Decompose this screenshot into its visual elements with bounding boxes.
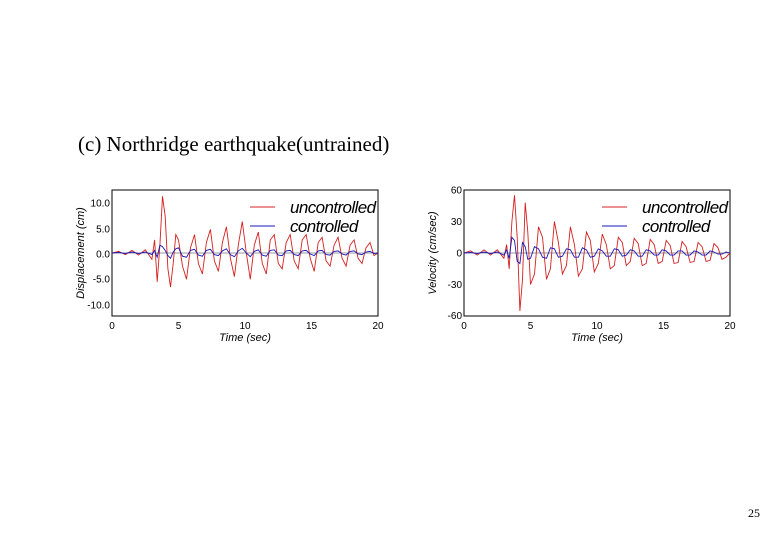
legend: uncontrolled controlled bbox=[602, 198, 729, 236]
x-tick-label: 0 bbox=[461, 321, 467, 332]
y-tick-label: -60 bbox=[448, 311, 463, 322]
y-tick-label: -5.0 bbox=[93, 274, 111, 285]
y-tick-label: -10.0 bbox=[87, 300, 110, 311]
legend-label-uncontrolled: uncontrolled bbox=[642, 198, 729, 217]
x-tick-label: 15 bbox=[658, 321, 670, 332]
x-axis-title: Time (sec) bbox=[571, 332, 623, 344]
slide-title: (c) Northridge earthquake(untrained) bbox=[78, 132, 390, 156]
legend-label-uncontrolled: uncontrolled bbox=[290, 198, 377, 217]
x-tick-label: 0 bbox=[109, 321, 115, 332]
y-tick-label: 0.0 bbox=[96, 249, 110, 260]
y-tick-label: 10.0 bbox=[91, 198, 111, 209]
x-ticks: 0 5 10 15 20 bbox=[461, 321, 736, 332]
series-line-controlled bbox=[111, 244, 379, 260]
y-tick-label: 5.0 bbox=[96, 224, 110, 235]
page-number: 25 bbox=[748, 506, 760, 520]
x-axis-title: Time (sec) bbox=[219, 332, 271, 344]
y-axis-title: Velocity (cm/sec) bbox=[427, 211, 439, 295]
legend: uncontrolled controlled bbox=[250, 198, 377, 236]
x-tick-label: 5 bbox=[528, 321, 534, 332]
x-tick-label: 10 bbox=[239, 321, 251, 332]
y-tick-label: 60 bbox=[451, 186, 463, 197]
y-ticks: 60 30 0 -30 -60 bbox=[448, 186, 463, 323]
velocity-chart: 60 30 0 -30 -60 0 5 10 15 20 Time (sec) … bbox=[427, 186, 736, 345]
y-axis-title: Displacement (cm) bbox=[75, 207, 87, 299]
displacement-chart: 10.0 5.0 0.0 -5.0 -10.0 0 5 10 15 20 Tim… bbox=[75, 189, 384, 344]
y-tick-label: -30 bbox=[448, 280, 463, 291]
series-line-controlled bbox=[463, 236, 731, 265]
y-tick-label: 30 bbox=[451, 217, 463, 228]
x-ticks: 0 5 10 15 20 bbox=[109, 321, 384, 332]
x-tick-label: 20 bbox=[724, 321, 736, 332]
series-line-uncontrolled bbox=[463, 195, 731, 311]
x-tick-label: 20 bbox=[372, 321, 384, 332]
y-tick-label: 0 bbox=[456, 248, 462, 259]
x-tick-label: 15 bbox=[306, 321, 318, 332]
x-tick-label: 10 bbox=[591, 321, 603, 332]
legend-label-controlled: controlled bbox=[290, 217, 359, 236]
y-ticks: 10.0 5.0 0.0 -5.0 -10.0 bbox=[87, 198, 110, 311]
legend-label-controlled: controlled bbox=[642, 217, 711, 236]
x-tick-label: 5 bbox=[176, 321, 182, 332]
